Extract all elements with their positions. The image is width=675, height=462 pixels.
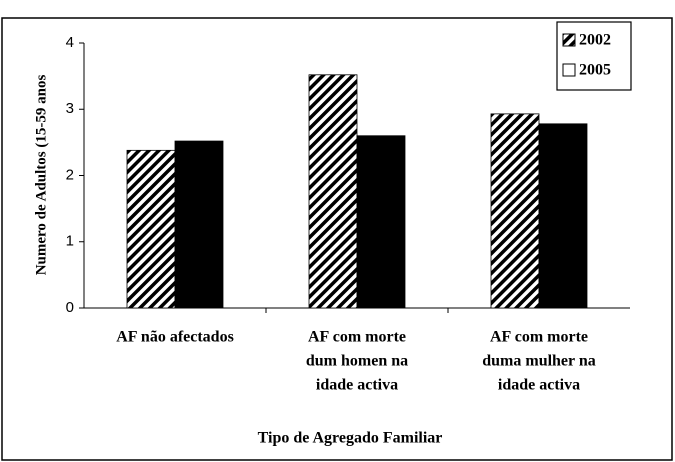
legend-swatch: [562, 63, 576, 77]
y-tick-label: 0: [66, 299, 74, 316]
frame: [1, 17, 673, 461]
bar: [356, 135, 406, 309]
x-tick-label: AF com morte: [490, 329, 588, 346]
x-tick-label: duma mulher na: [482, 353, 596, 370]
legend-swatch: [562, 33, 576, 47]
legend-label: 2002: [579, 32, 611, 49]
x-tick-label: idade activa: [498, 377, 580, 394]
x-tick-label: AF não afectados: [116, 329, 234, 346]
legend-box: [556, 21, 632, 91]
legend-label: 2005: [579, 62, 611, 79]
bar: [174, 140, 224, 309]
x-axis-title: Tipo de Agregado Familiar: [258, 430, 443, 447]
y-axis-title: Numero de Adultos (15-59 anos: [33, 75, 49, 276]
x-tick-label: dum homen na: [306, 353, 408, 370]
bar: [538, 123, 588, 309]
bar: [490, 113, 540, 309]
y-tick-label: 4: [66, 34, 74, 51]
bar: [308, 74, 358, 309]
x-tick-label: AF com morte: [308, 329, 406, 346]
y-tick-label: 1: [66, 233, 74, 250]
y-tick-label: 3: [66, 100, 74, 117]
y-tick-label: 2: [66, 166, 74, 183]
bar: [126, 149, 176, 309]
x-tick-label: idade activa: [316, 377, 398, 394]
